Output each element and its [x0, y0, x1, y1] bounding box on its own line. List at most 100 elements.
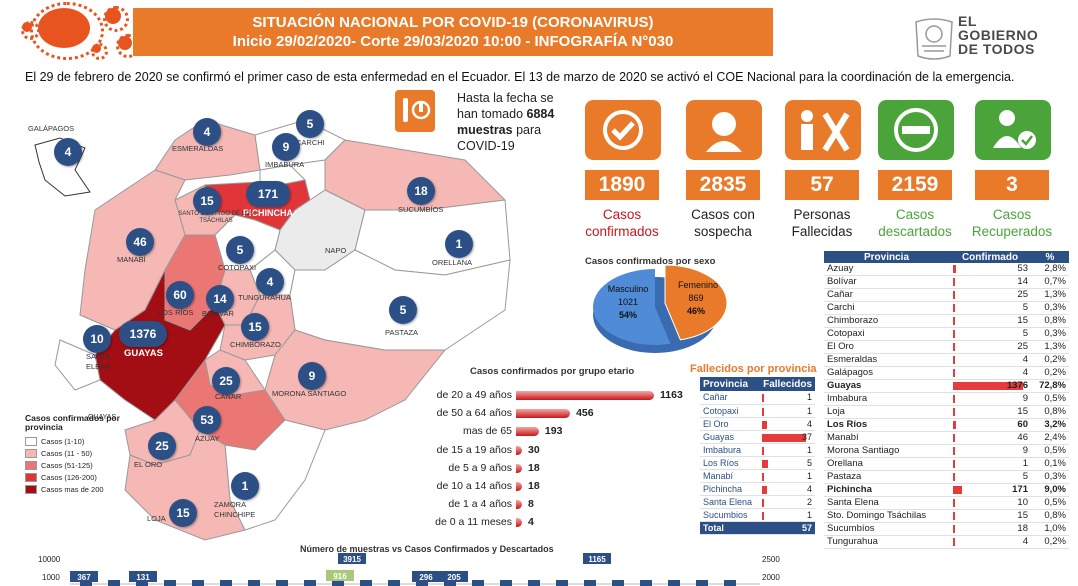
age-bar [516, 482, 522, 491]
map-badge-loja[interactable]: 15 [169, 499, 197, 527]
map-badge-pichincha[interactable]: 171 [246, 181, 290, 207]
deaths-row: Manabí 1 [700, 469, 815, 483]
deaths-province: Cañar [700, 391, 761, 405]
chart-bar [416, 580, 428, 586]
chart-bar [500, 580, 512, 586]
deaths-province: Guayas [700, 430, 761, 444]
map-badge-carchi[interactable]: 5 [296, 110, 324, 138]
age-row: de 20 a 49 años 1163 [0, 388, 683, 405]
map-badge-el-oro[interactable]: 25 [148, 432, 176, 460]
map-badge-imbabura[interactable]: 9 [272, 133, 300, 161]
province-row: Azuay 53 2,8% [824, 263, 1069, 276]
map-label-canar: CAÑAR [215, 392, 242, 401]
province-bar [953, 421, 957, 429]
chart-bar [80, 580, 92, 586]
chart-label-box [412, 571, 440, 582]
deaths-row: Pichincha 4 [700, 482, 815, 496]
province-row: Cañar 25 1,3% [824, 288, 1069, 302]
age-bar [516, 409, 571, 419]
age-value: 1163 [660, 389, 683, 401]
province-bar [953, 460, 955, 468]
map-label-cotopaxi: COTOPAXI [218, 263, 257, 272]
map-badge-tungurahua[interactable]: 4 [256, 268, 284, 296]
age-row: de 15 a 19 años 30 [0, 443, 680, 460]
age-bar [516, 445, 522, 455]
sex-chart-title: Casos confirmados por sexo [585, 256, 716, 267]
government-logo: EL GOBIERNO DE TODOS [958, 13, 1039, 57]
map-badge-sto-domingo[interactable]: 15 [193, 187, 221, 215]
deaths-total-label: Total [700, 521, 761, 535]
deaths-value: 1 [760, 469, 815, 483]
age-value: 30 [528, 443, 540, 456]
chart-data-label: 1165 [588, 555, 606, 564]
recovered-label: Casos Recuperados [971, 207, 1053, 239]
age-label: de 1 a 4 años [448, 498, 512, 511]
age-row: de 1 a 4 años 8 [0, 497, 680, 514]
province-name: Carchi [824, 301, 949, 315]
chart-data-label: 131 [136, 573, 150, 582]
province-row: Guayas 1376 72,8% [824, 379, 1069, 393]
discarded-count: 2159 [878, 170, 952, 200]
province-pct: 0,2% [1031, 535, 1069, 549]
virus-icon [115, 33, 141, 59]
chart-bar [136, 580, 148, 586]
map-badge-pastaza[interactable]: 5 [389, 296, 417, 324]
chart-bar [388, 580, 400, 586]
province-confirmed: 4 [949, 535, 1031, 549]
map-badge-canar[interactable]: 25 [212, 367, 240, 395]
province-row: Sto. Domingo Tsáchilas 15 0,8% [824, 509, 1069, 523]
map-badge-los-rios[interactable]: 60 [166, 281, 194, 309]
map-badge-galapagos[interactable]: 4 [54, 138, 82, 166]
map-label-azuay: AZUAY [195, 434, 220, 443]
header-band: SITUACIÓN NACIONAL POR COVID-19 (CORONAV… [133, 8, 773, 56]
map-badge-morona-santiago[interactable]: 9 [298, 362, 326, 390]
province-confirmed: 18 [949, 522, 1031, 536]
deaths-province: Sucumbios [700, 508, 761, 522]
province-name: Cotopaxi [824, 327, 949, 341]
legend-item: Casos (126-200) [25, 471, 155, 483]
province-pct: 0,8% [1031, 314, 1069, 328]
deaths-value: 4 [760, 417, 815, 431]
virus-icon [102, 5, 130, 33]
samples-prefix: Hasta la fecha se han tomado [457, 91, 554, 121]
province-bar [953, 434, 956, 442]
age-label: de 15 a 19 años [436, 443, 512, 456]
deaths-province: Los Ríos [700, 456, 761, 470]
map-label-esmeraldas: ESMERALDAS [172, 144, 224, 153]
map-badge-azuay[interactable]: 53 [193, 406, 221, 434]
deaths-value: 1 [760, 508, 815, 522]
map-badge-sucumbios[interactable]: 18 [407, 177, 435, 205]
chart-bar [444, 580, 456, 586]
province-bar [953, 304, 955, 312]
discarded-label: Casos descartados [878, 207, 952, 239]
age-value: 456 [576, 407, 594, 420]
province-confirmed: 4 [949, 353, 1031, 367]
province-name: Orellana [824, 457, 949, 471]
deaths-row: Guayas 37 [700, 430, 815, 444]
map-badge-cotopaxi[interactable]: 5 [226, 236, 254, 264]
chart-label-box [440, 571, 468, 582]
map-badge-guayas[interactable]: 1376 [119, 321, 167, 347]
province-row: Loja 15 0,8% [824, 405, 1069, 419]
page-subtitle: Inicio 29/02/2020- Corte 29/03/2020 10:0… [232, 33, 674, 50]
pie-pct-male: 54% [619, 310, 637, 320]
map-badge-santa-elena[interactable]: 10 [83, 325, 111, 353]
map-label-guayas-coast: GUAYAS [88, 414, 117, 421]
province-bar [953, 538, 955, 546]
province-row: Sucumbíos 18 1,0% [824, 522, 1069, 536]
map-badge-orellana[interactable]: 1 [445, 230, 473, 258]
chart-bar [248, 580, 260, 586]
doctor-icon [686, 100, 762, 160]
map-badge-esmeraldas[interactable]: 4 [193, 118, 221, 146]
deaths-total-value: 57 [760, 521, 815, 535]
map-badge-bolivar[interactable]: 14 [206, 285, 234, 313]
age-row: de 50 a 64 años 456 [0, 406, 680, 423]
virus-icon [20, 20, 40, 40]
age-bar [516, 463, 522, 473]
map-badge-zamora[interactable]: 1 [231, 472, 259, 500]
province-confirmed: 15 [949, 509, 1031, 523]
map-label-sto-domingo: SANTO DOMINGO DE LOS TSÁCHILAS [178, 211, 254, 224]
province-bar [953, 317, 955, 325]
map-badge-manabi[interactable]: 46 [126, 228, 154, 256]
map-badge-chimborazo[interactable]: 15 [241, 313, 269, 341]
